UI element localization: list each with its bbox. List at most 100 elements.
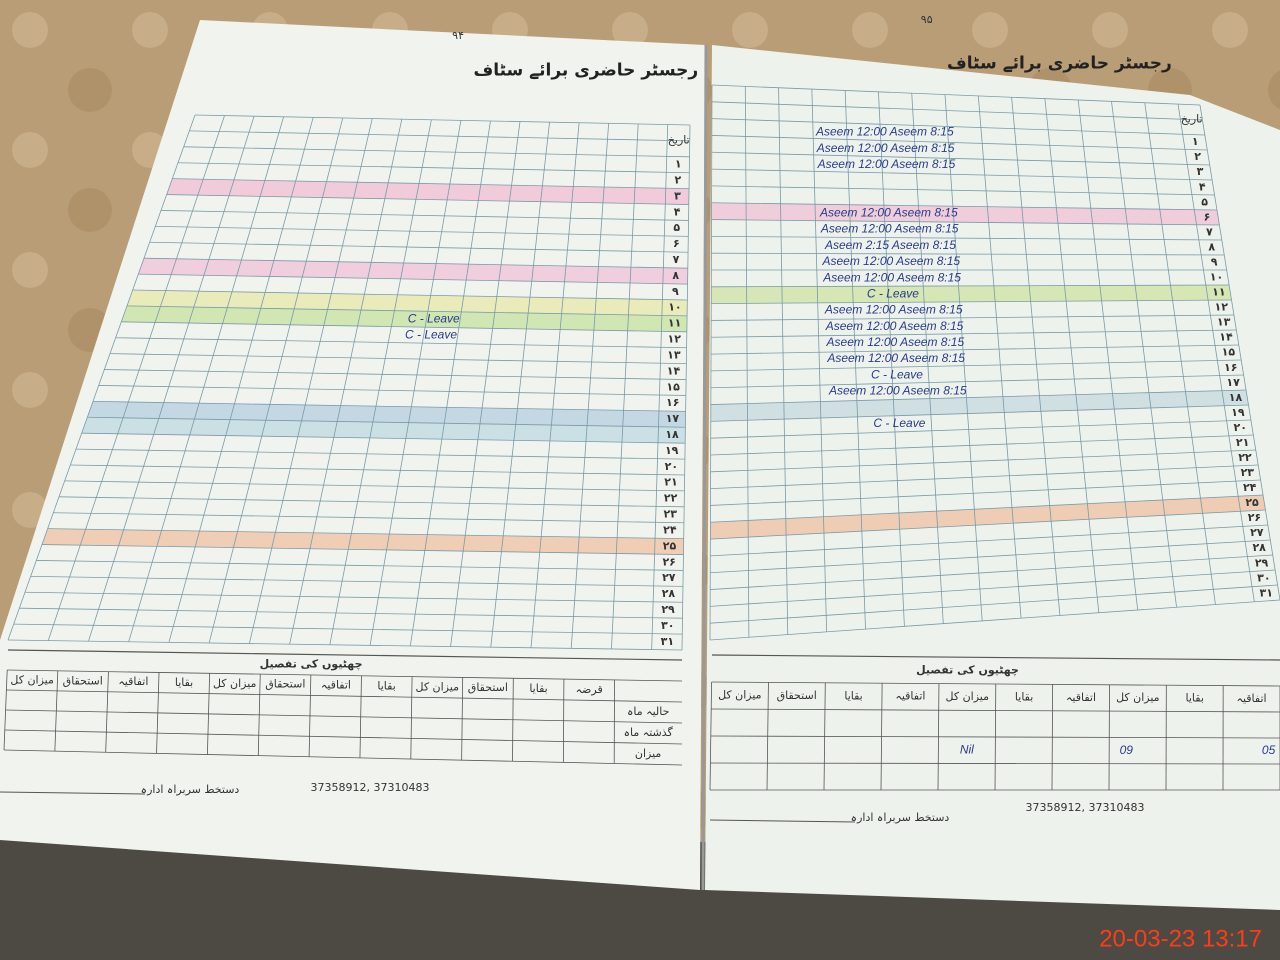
grid-row-line xyxy=(711,185,1215,196)
grid-col-line xyxy=(88,116,255,642)
handwritten-entry: Aseem 12:00 Aseem 8:15 xyxy=(815,125,954,139)
grid-row-line xyxy=(710,434,1254,456)
page-number: ۹۵ xyxy=(921,13,933,26)
grid-row-line xyxy=(166,194,689,205)
grid-row-line xyxy=(70,464,685,476)
grid-col-line xyxy=(208,117,344,644)
grid-row-line xyxy=(160,210,689,221)
handwritten-entry: Aseem 12:00 Aseem 8:15 xyxy=(817,157,956,171)
leave-col-line xyxy=(308,674,312,757)
row-number: ۲۵ xyxy=(1245,496,1259,509)
grid-row-line xyxy=(710,569,1276,607)
leave-col-line xyxy=(359,675,362,758)
grid-col-line xyxy=(490,122,550,648)
grid-col-line xyxy=(651,124,669,650)
leave-column-header: میزان کل xyxy=(213,677,257,690)
grid-col-line xyxy=(289,119,403,645)
signature-line xyxy=(709,819,856,823)
grid-row-line xyxy=(711,314,1234,321)
leave-col-line xyxy=(461,677,464,761)
grid-row-line xyxy=(47,528,684,540)
leave-col-line xyxy=(880,683,883,791)
grid-row-line xyxy=(13,623,683,635)
leave-col-line xyxy=(937,683,940,791)
leave-row-line xyxy=(3,749,683,766)
grid-row-line xyxy=(710,404,1249,422)
grid-col-line xyxy=(128,116,285,642)
leave-column-header: میزان کل xyxy=(946,690,990,703)
row-number: ۶ xyxy=(1204,210,1211,223)
handwritten-entry: Aseem 12:00 Aseem 8:15 xyxy=(822,270,961,284)
row-number: ۱۶ xyxy=(1224,361,1237,374)
leave-row-line xyxy=(7,649,683,661)
grid-row-line xyxy=(711,135,1208,151)
grid-col-line xyxy=(1011,97,1061,616)
row-number: ۱۵ xyxy=(666,380,680,393)
row-number: ۲۶ xyxy=(1248,511,1261,524)
leave-col-line xyxy=(562,679,565,763)
row-number: ۱۶ xyxy=(666,396,679,409)
row-number: ۳۱ xyxy=(1260,586,1273,599)
leave-column-header: اتفاقیہ xyxy=(1066,691,1096,704)
grid-row-line xyxy=(711,252,1225,256)
leave-row-line xyxy=(5,709,683,724)
grid-col-line xyxy=(744,86,750,638)
row-number: ۲۸ xyxy=(662,587,676,600)
leave-row-line xyxy=(4,729,683,745)
leave-col-line xyxy=(54,670,59,752)
grid-row-line xyxy=(41,544,684,555)
leave-col-line xyxy=(823,682,826,791)
grid-col-line xyxy=(778,87,789,635)
row-number: ۲۵ xyxy=(663,539,677,552)
leave-title: چھٹیوں کی تفصیل xyxy=(916,664,1019,677)
handwritten-entry: Aseem 12:00 Aseem 8:15 xyxy=(828,384,967,398)
handwritten-entry: Aseem 12:00 Aseem 8:15 xyxy=(824,303,963,317)
row-number: ۲۴ xyxy=(663,523,677,536)
highlight-band xyxy=(81,417,686,444)
leave-row-label: میزان xyxy=(635,747,662,760)
grid-row-line xyxy=(81,432,686,444)
leave-column-header: بقایا xyxy=(175,676,193,689)
leave-column-header: اتفاقیہ xyxy=(1237,692,1267,705)
grid-col-line xyxy=(811,89,828,632)
grid-col-line xyxy=(450,121,521,647)
grid-col-line xyxy=(409,120,491,647)
leave-row-line xyxy=(6,689,683,703)
leave-row-label: حالیہ ماہ xyxy=(627,705,669,718)
register-title: رجسٹر حاضری برائے سٹاف xyxy=(947,54,1172,74)
row-number: ۸ xyxy=(1208,240,1215,253)
leave-column-header: میزان کل xyxy=(415,680,459,693)
leave-row-line xyxy=(7,669,683,682)
leave-col-line xyxy=(410,676,413,760)
row-number: ۵ xyxy=(1201,195,1208,208)
row-number: ۱۹ xyxy=(665,444,679,457)
grid-row-line xyxy=(710,539,1271,574)
grid-row-line xyxy=(30,575,683,587)
row-number: ۲۸ xyxy=(1252,541,1266,554)
grid-col-line xyxy=(1177,104,1255,602)
row-number: ۱۹ xyxy=(1231,406,1245,419)
grid-row-line xyxy=(711,118,1205,136)
grid-col-line xyxy=(878,91,905,627)
grid-row-line xyxy=(710,524,1268,557)
grid-row-line xyxy=(53,512,684,524)
leave-column-header: بقایا xyxy=(529,682,547,695)
publisher-phones: 37358912, 37310483 xyxy=(1026,801,1145,814)
row-number: ۵ xyxy=(673,221,680,234)
signature-label: دستخط سربراہ ادارہ xyxy=(851,811,950,824)
grid-row-line xyxy=(710,359,1242,372)
leave-col-line xyxy=(994,683,997,791)
leave-column-header: میزان کل xyxy=(718,689,762,702)
grid-row-line xyxy=(711,101,1203,121)
row-number: ۳۱ xyxy=(661,635,674,648)
grid-col-line xyxy=(47,115,225,641)
row-number: ۷ xyxy=(1206,225,1213,238)
timestamp: 20-03-23 13:17 xyxy=(1099,925,1262,952)
highlight-band xyxy=(127,290,688,316)
row-number: ۱۸ xyxy=(665,428,679,441)
handwritten-entry: Aseem 12:00 Aseem 8:15 xyxy=(820,222,959,236)
grid-row-line xyxy=(143,257,688,269)
leave-col-line xyxy=(156,672,160,754)
row-number: ۷ xyxy=(673,253,680,266)
